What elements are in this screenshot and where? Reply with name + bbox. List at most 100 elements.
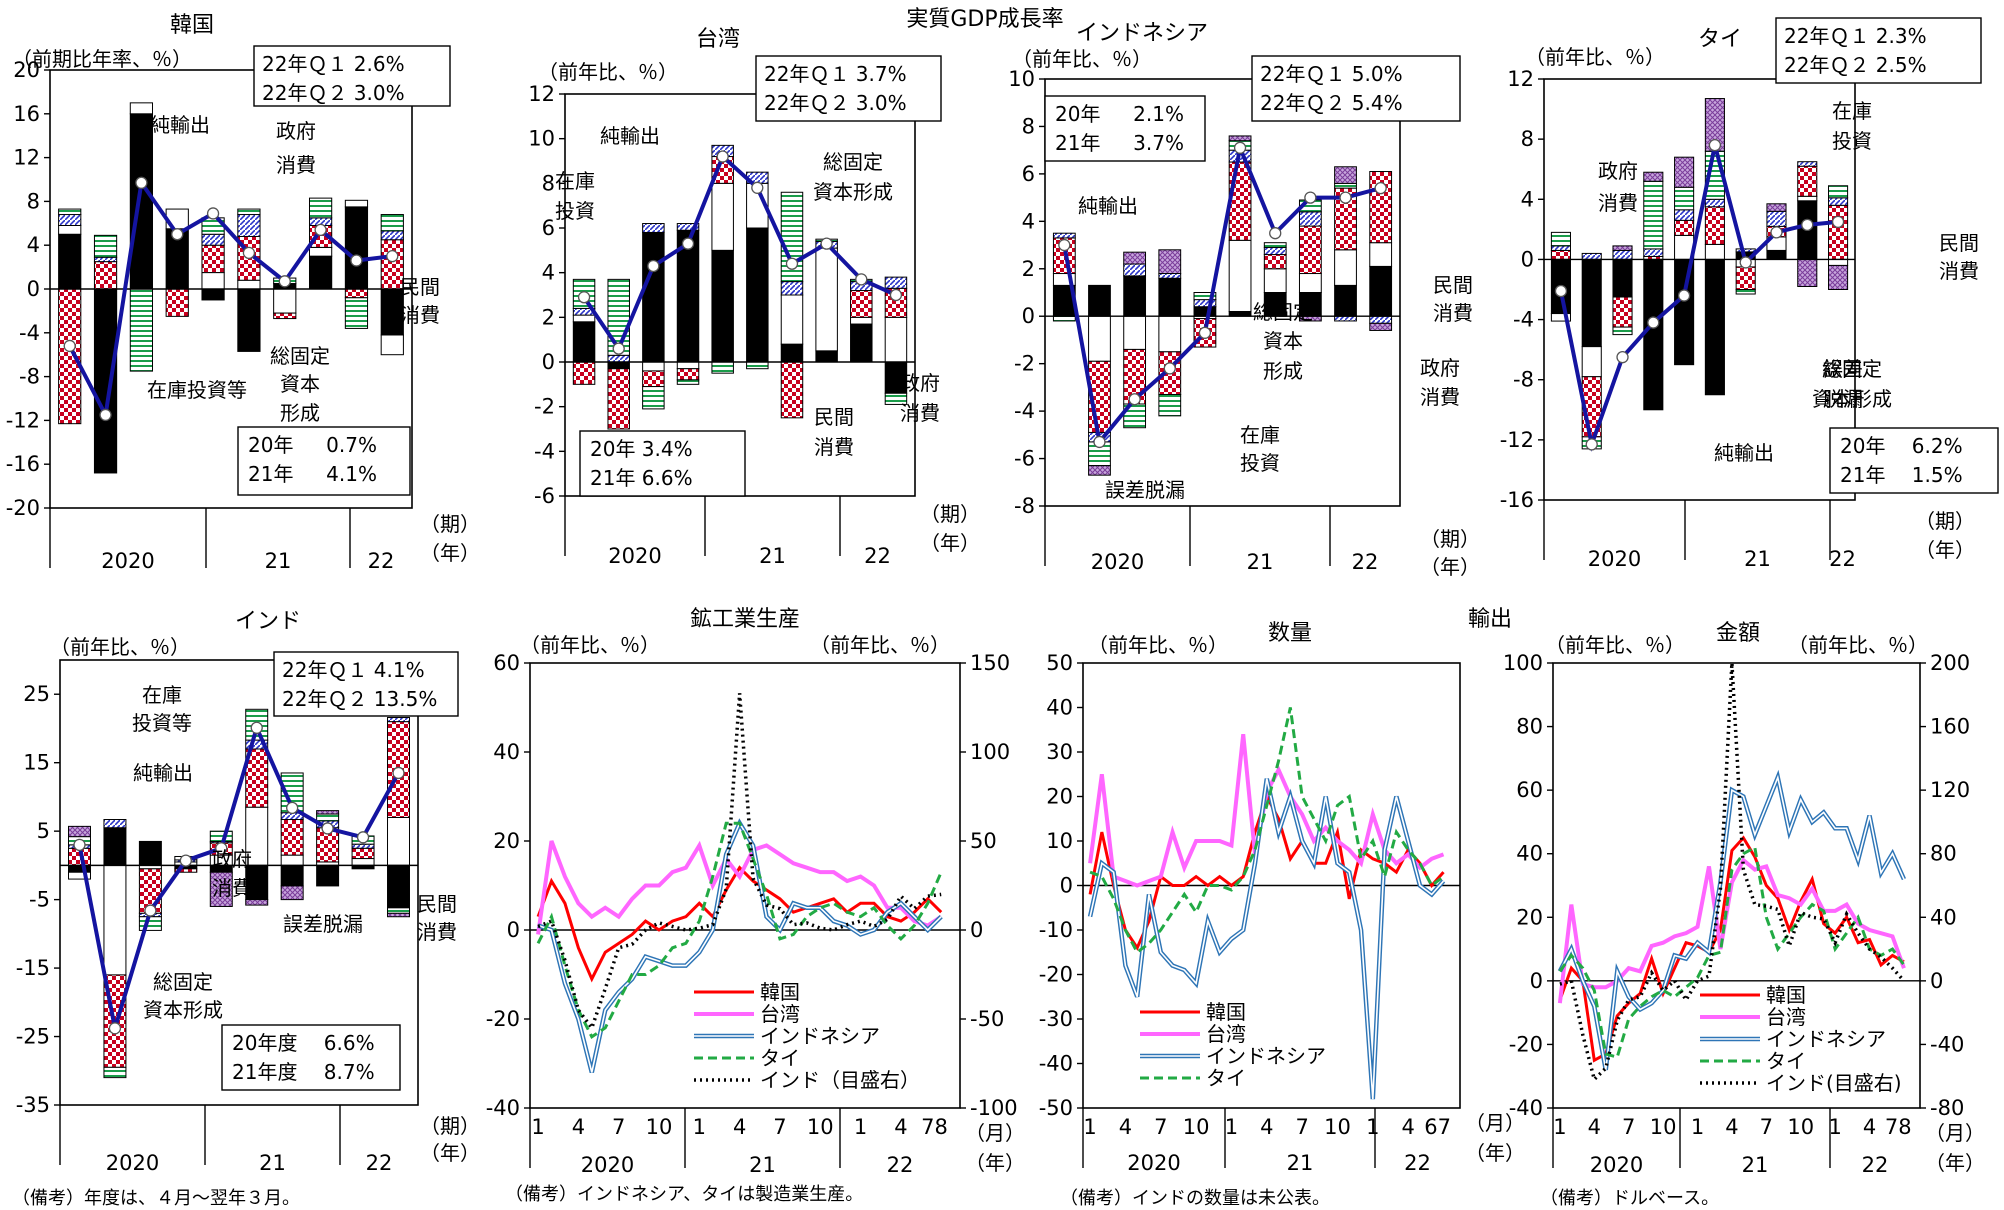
volume-series-idn-inner — [1089, 778, 1445, 1100]
value-legend-label: 韓国 — [1766, 983, 1806, 1007]
india-plot-frame — [59, 659, 419, 1106]
volume-y-tick-label: -40 — [1039, 1052, 1073, 1076]
thailand-bar-cc — [1612, 296, 1633, 328]
indonesia-gdp-point — [1093, 435, 1106, 449]
thailand-bar-inv — [1612, 326, 1633, 336]
korea-period-unit: （期） — [420, 512, 480, 536]
thailand-gdp-point — [1831, 215, 1845, 228]
taiwan-bar-inv — [711, 361, 734, 374]
korea-bar-inv — [344, 297, 369, 329]
indonesia-bar-ci — [1334, 249, 1357, 286]
thailand-y-tick-label: 12 — [1507, 67, 1534, 91]
taiwan-bar-cc — [780, 361, 804, 419]
volume-year-unit: （年） — [1465, 1141, 1525, 1165]
volume-y-tick-label: 0 — [1060, 874, 1073, 898]
india-bar-err — [316, 810, 340, 815]
mining-x-tick-label: 1 — [854, 1115, 867, 1139]
korea-gdp-panel: 20 16 12 8 4 0 -4 -8 -12 -16 -20 2020 21 22 韓国 （前期比年率、％… — [6, 13, 480, 573]
korea-bar-inv — [237, 208, 261, 216]
thailand-year-value: 20年 6.2% — [1840, 434, 1963, 458]
thailand-bar-cc — [1735, 266, 1756, 291]
thailand-component-label: 在庫 — [1832, 99, 1872, 123]
indonesia-bar-ce — [1088, 284, 1111, 317]
thailand-y-tick-label: -12 — [1500, 428, 1534, 452]
thailand-y-tick-label: 8 — [1521, 127, 1534, 151]
value-y-right-tick-label: -80 — [1930, 1096, 1964, 1120]
mining-ylabel-right: （前年比、％） — [810, 633, 950, 657]
thailand-y-tick-label: 4 — [1521, 187, 1534, 211]
korea-bar-cc — [165, 288, 189, 317]
thailand-bar-err — [1612, 245, 1633, 251]
india-bar-inv — [316, 813, 340, 822]
taiwan-component-label: 民間 — [814, 405, 854, 429]
india-gdp-point — [250, 721, 263, 734]
taiwan-bar-ce — [746, 227, 769, 363]
taiwan-gdp-point — [820, 237, 833, 250]
thailand-bar-ci — [1550, 313, 1571, 322]
taiwan-y-tick-label: 8 — [542, 171, 555, 195]
volume-legend-label: インドネシア — [1206, 1044, 1326, 1068]
indonesia-gdp-point — [1128, 393, 1141, 406]
korea-gdp-point — [99, 408, 112, 422]
korea-component-label: 消費 — [400, 303, 440, 327]
mining-series-tha — [536, 821, 943, 1039]
korea-year-unit: （年） — [420, 541, 480, 565]
indonesia-bar-inv — [1334, 182, 1357, 189]
korea-y-tick-label: 20 — [13, 58, 40, 82]
taiwan-gdp-point — [612, 342, 625, 355]
taiwan-quarter-value: 22年Ｑ２ 3.0% — [764, 91, 907, 115]
mining-series-twn — [536, 840, 943, 935]
mining-x-tick-label: 4 — [572, 1115, 585, 1139]
korea-component-label: 消費 — [276, 153, 316, 177]
korea-component-label: 政府 — [276, 119, 316, 143]
india-bar-gc — [103, 819, 127, 829]
taiwan-y-tick-label: 0 — [542, 350, 555, 374]
taiwan-gdp-point — [889, 288, 903, 302]
korea-gdp-point — [278, 275, 291, 288]
export-title: 輸出 — [1468, 607, 1512, 632]
volume-year-label: 22 — [1404, 1151, 1431, 1175]
indonesia-year-label: 22 — [1352, 550, 1379, 574]
indonesia-bar-ce — [1158, 277, 1182, 317]
value-x-tick-label: 78 — [1885, 1115, 1912, 1139]
thailand-gdp-point — [1708, 139, 1722, 152]
indonesia-component-label: 形成 — [1263, 359, 1303, 383]
indonesia-gdp-point — [1198, 326, 1212, 339]
volume-x-tick-label: 4 — [1260, 1115, 1273, 1139]
thailand-quarter-value: 22年Ｑ２ 2.5% — [1784, 53, 1927, 77]
thailand-bar-cc — [1674, 219, 1695, 236]
indonesia-period-unit: （期） — [1420, 527, 1480, 551]
indonesia-component-label: 誤差脱漏 — [1105, 478, 1185, 502]
taiwan-year-unit: （年） — [920, 531, 980, 555]
india-component-label: 純輸出 — [133, 761, 193, 785]
thailand-bar-ce — [1766, 249, 1787, 260]
thailand-bar-gc — [1581, 252, 1602, 260]
taiwan-y-tick-label: 4 — [542, 261, 555, 285]
thailand-bar-gc — [1674, 209, 1695, 221]
indonesia-gdp-panel: 10 8 6 4 2 0 -2 -4 -6 -8 2020 21 22 インドネシア（前年比、％） 22年Ｑ… — [1008, 21, 1480, 579]
value-x-tick-label: 1 — [1553, 1115, 1566, 1139]
volume-year-label: 2020 — [1127, 1151, 1180, 1175]
indonesia-year-value: 20年 2.1% — [1055, 102, 1184, 126]
volume-y-tick-label: 20 — [1046, 785, 1073, 809]
taiwan-bar-ce — [780, 343, 804, 363]
thailand-component-label: 脱漏 — [1823, 387, 1863, 411]
taiwan-y-tick-label: 12 — [528, 82, 555, 106]
indonesia-quarter-value: 22年Ｑ１ 5.0% — [1260, 62, 1403, 86]
india-y-tick-label: 5 — [37, 819, 50, 843]
taiwan-bar-ce — [642, 231, 665, 363]
india-bar-inv — [387, 907, 410, 914]
indonesia-gdp-point — [1339, 191, 1352, 204]
indonesia-title: インドネシア — [1076, 21, 1208, 46]
thailand-gdp-point — [1554, 284, 1568, 298]
korea-bar-ce — [58, 233, 82, 290]
indonesia-gdp-line — [1062, 140, 1382, 447]
thailand-quarter-box — [1775, 17, 1982, 84]
mining-year-unit: （年） — [965, 1151, 1025, 1175]
korea-quarter-value: 22年Ｑ２ 3.0% — [262, 81, 405, 105]
korea-year-value: 21年 4.1% — [248, 462, 377, 486]
value-x-tick-label: 10 — [1787, 1115, 1814, 1139]
korea-gdp-point — [63, 339, 76, 353]
value-x-tick-label: 4 — [1863, 1115, 1876, 1139]
